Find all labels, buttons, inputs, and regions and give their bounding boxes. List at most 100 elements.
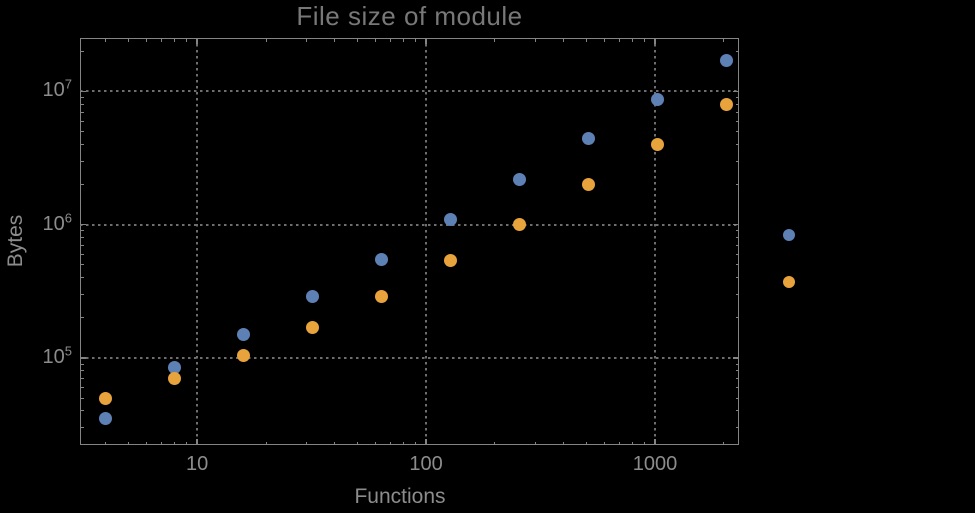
tick-x-minor-top [644, 38, 646, 42]
gridline-x-10 [196, 38, 199, 445]
data-point-series-1-x1024 [650, 93, 664, 107]
tick-y-minor [80, 184, 84, 186]
data-point-series-1-x16 [237, 327, 251, 341]
data-point-series-2-x1024 [650, 137, 664, 151]
data-point-series-2-x256 [513, 218, 527, 232]
tick-x-minor [334, 441, 336, 445]
tick-x-minor-top [145, 38, 147, 42]
tick-y-minor-right [735, 184, 739, 186]
data-point-series-2-x8 [168, 372, 182, 386]
tick-y-major [80, 357, 86, 359]
tick-y-major-right [733, 357, 739, 359]
tick-x-minor [494, 441, 496, 445]
x-axis-label: Functions [354, 485, 446, 508]
tick-y-minor [80, 50, 84, 52]
tick-x-minor-top [534, 38, 536, 42]
tick-x-minor-top [174, 38, 176, 42]
tick-y-minor [80, 253, 84, 255]
y-tick-exponent: 6 [64, 210, 72, 226]
tick-x-minor [161, 441, 163, 445]
tick-x-minor [356, 441, 358, 445]
x-tick-label-10: 10 [185, 453, 209, 475]
tick-y-minor-right [735, 230, 739, 232]
tick-x-minor-top [415, 38, 417, 42]
tick-x-minor [723, 441, 725, 445]
y-tick-exponent: 7 [64, 76, 72, 92]
legend-marker-series-2 [783, 276, 795, 288]
tick-y-minor [80, 120, 84, 122]
tick-y-minor-right [735, 111, 739, 113]
data-point-series-1-x128 [444, 212, 458, 226]
data-point-series-2-x16 [237, 348, 251, 362]
tick-y-minor-right [735, 410, 739, 412]
y-tick-label-10e7: 107 [42, 76, 72, 102]
tick-x-minor-top [390, 38, 392, 42]
tick-x-minor [644, 441, 646, 445]
plot-area [80, 38, 739, 445]
data-point-series-1-x8 [168, 360, 182, 374]
tick-y-minor-right [735, 378, 739, 380]
data-point-series-2-x4 [99, 391, 113, 405]
data-point-series-1-x32 [306, 289, 320, 303]
tick-x-major-top [425, 38, 427, 44]
tick-x-minor-top [105, 38, 107, 42]
tick-y-minor [80, 237, 84, 239]
data-point-series-1-x4 [99, 412, 113, 426]
tick-x-minor [619, 441, 621, 445]
tick-y-minor-right [735, 370, 739, 372]
tick-y-minor-right [735, 293, 739, 295]
data-point-series-1-x2048 [719, 54, 733, 68]
y-axis-label: Bytes [4, 214, 27, 268]
tick-y-minor-right [735, 120, 739, 122]
y-tick-label-10e5: 105 [42, 343, 72, 368]
tick-y-minor-right [735, 131, 739, 133]
tick-y-minor [80, 386, 84, 388]
tick-y-minor [80, 97, 84, 99]
data-point-series-2-x32 [306, 320, 320, 334]
tick-y-minor [80, 277, 84, 279]
tick-x-minor [265, 441, 267, 445]
tick-x-minor [390, 441, 392, 445]
tick-x-minor [403, 441, 405, 445]
tick-y-minor-right [735, 253, 739, 255]
data-point-series-1-x64 [375, 252, 389, 266]
tick-y-minor-right [735, 427, 739, 429]
tick-y-minor-right [735, 143, 739, 145]
chart-title: File size of module [296, 1, 523, 31]
tick-x-minor-top [265, 38, 267, 42]
tick-y-minor [80, 378, 84, 380]
tick-x-minor [305, 441, 307, 445]
gridline-x-100 [425, 38, 428, 445]
tick-x-minor [127, 441, 129, 445]
tick-y-minor-right [735, 97, 739, 99]
data-point-series-2-x64 [375, 289, 389, 303]
tick-x-minor-top [403, 38, 405, 42]
tick-y-minor [80, 293, 84, 295]
data-point-series-1-x512 [581, 132, 595, 146]
x-tick-label-100: 100 [409, 453, 443, 475]
tick-y-minor [80, 264, 84, 266]
tick-y-minor-right [735, 237, 739, 239]
tick-y-minor [80, 244, 84, 246]
tick-x-minor-top [334, 38, 336, 42]
tick-x-minor [186, 441, 188, 445]
tick-x-minor [174, 441, 176, 445]
tick-x-minor-top [603, 38, 605, 42]
tick-y-minor-right [735, 277, 739, 279]
tick-y-major [80, 90, 86, 93]
tick-y-minor [80, 410, 84, 412]
data-point-series-2-x128 [444, 253, 458, 267]
tick-x-major [425, 439, 427, 445]
tick-y-minor-right [735, 103, 739, 105]
tick-y-minor-right [735, 363, 739, 365]
tick-y-minor-right [735, 244, 739, 246]
tick-y-major [80, 223, 86, 226]
tick-y-minor [80, 397, 84, 399]
tick-x-major-top [654, 38, 656, 44]
tick-y-minor-right [735, 386, 739, 388]
tick-x-minor [632, 441, 634, 445]
tick-x-minor-top [305, 38, 307, 42]
tick-y-minor-right [735, 160, 739, 162]
tick-x-minor [415, 441, 417, 445]
tick-y-minor [80, 427, 84, 429]
